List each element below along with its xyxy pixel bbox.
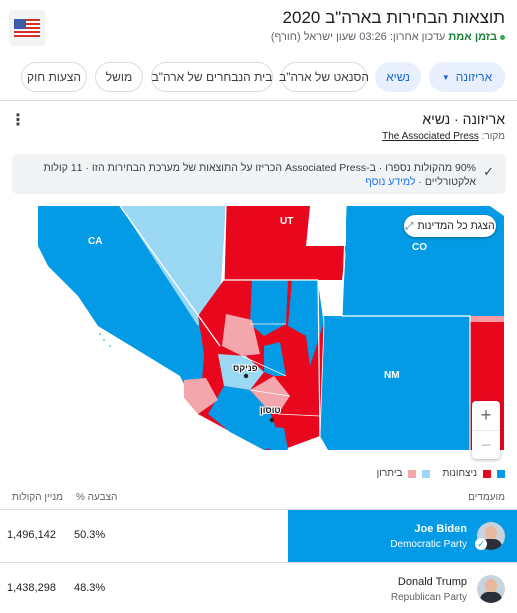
city-label-tucson: טוסון: [260, 405, 281, 415]
state-label-ut: UT: [280, 216, 293, 227]
az-county-coconino: [250, 280, 288, 336]
tab-senate-label: הסנאט של ארה"ב: [279, 70, 369, 84]
tab-ballot-measures[interactable]: הצעות חוק: [21, 62, 87, 92]
expand-label: הצגת כל המדינות: [417, 220, 495, 232]
live-badge: בזמן אמת: [448, 31, 497, 43]
zoom-in-button[interactable]: +: [480, 405, 492, 425]
tab-president-label: נשיא: [386, 70, 410, 84]
last-updated: עדכון אחרון: 03:26 שעון ישראל (חורף): [270, 31, 446, 43]
divider: [0, 562, 517, 563]
tab-house[interactable]: בית הנבחרים של ארה"ב: [151, 62, 273, 92]
legend-swatch-dem-win: [497, 469, 505, 478]
col-votes: מניין הקולות: [12, 492, 63, 503]
az-county-pima: [208, 386, 282, 450]
col-percent: % הצבעה: [76, 492, 118, 503]
tab-governor[interactable]: מושל: [95, 62, 143, 92]
us-flag-icon: [9, 10, 45, 46]
az-county-gila: [264, 342, 286, 376]
tab-ballot-label: הצעות חוק: [27, 70, 81, 84]
live-dot-icon: [500, 34, 505, 40]
city-phoenix-dot: [243, 373, 249, 379]
candidate-row[interactable]: Donald Trump Republican Party 48.3% 1,43…: [0, 563, 517, 613]
az-county-pinal: [250, 376, 290, 414]
race-title: אריזונה · נשיא: [422, 111, 505, 127]
tab-arizona[interactable]: אריזונה ▼: [429, 62, 505, 92]
tab-house-label: בית הנבחרים של ארה"ב: [151, 70, 273, 84]
candidate-name: Joe Biden: [414, 522, 467, 535]
legend-swatch-dem-lead: [422, 469, 431, 478]
legend-win-label: ניצחונות: [442, 468, 477, 479]
tab-senate[interactable]: הסנאט של ארה"ב: [279, 62, 369, 92]
state-label-co: CO: [412, 242, 427, 253]
az-county-apache: [288, 280, 324, 366]
state-nv: [120, 206, 226, 326]
vote-count: 1,496,142: [7, 529, 56, 541]
az-county-santacruz: [264, 426, 288, 450]
az-county-maricopa: [218, 354, 264, 390]
chevron-down-icon: ▼: [441, 72, 450, 82]
divider: [0, 509, 517, 510]
state-label-ca: CA: [88, 236, 102, 247]
vote-count: 1,438,298: [7, 582, 56, 594]
divider: [0, 100, 517, 101]
city-label-phoenix: פניקס: [233, 363, 258, 373]
state-ut: [224, 206, 346, 280]
state-ca: [38, 206, 220, 392]
legend-swatch-rep-lead: [408, 469, 417, 478]
avatar: [477, 575, 505, 603]
candidate-row[interactable]: Joe Biden Democratic Party ✓ 50.3% 1,496…: [0, 510, 517, 562]
results-notice: ✓ 90% מהקולות נספרו · ב-Associated Press…: [12, 154, 506, 194]
expand-icon: ⤢: [405, 220, 414, 232]
col-candidates: מועמדים: [468, 492, 505, 503]
tab-arizona-label: אריזונה: [455, 70, 493, 84]
state-nm: [318, 316, 470, 450]
vote-percent: 48.3%: [74, 582, 106, 594]
candidate-cell-winner: Joe Biden Democratic Party ✓: [288, 510, 517, 562]
notice-text: 90% מהקולות נספרו · ב-Associated Press ה…: [36, 161, 476, 189]
source-line: מקור: The Associated Press: [382, 131, 505, 142]
candidate-name: Donald Trump: [397, 575, 467, 588]
notice-body: 90% מהקולות נספרו · ב-Associated Press ה…: [43, 162, 476, 188]
winner-check-icon: ✓: [475, 538, 487, 550]
tab-president[interactable]: נשיא: [375, 62, 421, 92]
candidate-cell: Donald Trump Republican Party: [288, 563, 517, 613]
source-prefix: מקור:: [481, 131, 505, 142]
legend-lead-label: ביתרון: [376, 468, 403, 479]
header: תוצאות הבחירות בארה"ב 2020 בזמן אמת עדכו…: [0, 0, 517, 52]
candidate-party: Republican Party: [390, 591, 467, 603]
more-options-icon[interactable]: ⋮: [10, 112, 26, 129]
page-title: תוצאות הבחירות בארה"ב 2020: [282, 8, 505, 27]
legend-swatch-rep-win: [483, 469, 491, 478]
candidate-party: Democratic Party: [390, 538, 467, 550]
learn-more-link[interactable]: למידע נוסף: [365, 176, 416, 188]
update-line: בזמן אמת עדכון אחרון: 03:26 שעון ישראל (…: [271, 31, 505, 43]
az-county-yuma: [184, 378, 218, 414]
state-label-nm: NM: [384, 370, 400, 381]
source-link[interactable]: The Associated Press: [382, 131, 479, 142]
check-icon: ✓: [483, 164, 494, 179]
map-legend: ניצחונות ביתרון: [377, 468, 505, 479]
az-county-yavapai: [222, 314, 260, 356]
filter-tabs: אריזונה ▼ נשיא הסנאט של ארה"ב בית הנבחרי…: [0, 62, 517, 92]
show-all-states-button[interactable]: הצגת כל המדינות ⤢: [404, 215, 496, 237]
city-tucson-dot: [269, 417, 275, 423]
zoom-out-button[interactable]: −: [472, 430, 500, 459]
zoom-controls: + −: [472, 401, 500, 459]
results-map[interactable]: CA UT CO NM פניקס טוסון: [38, 206, 504, 450]
tab-governor-label: מושל: [105, 70, 133, 84]
vote-percent: 50.3%: [74, 529, 106, 541]
